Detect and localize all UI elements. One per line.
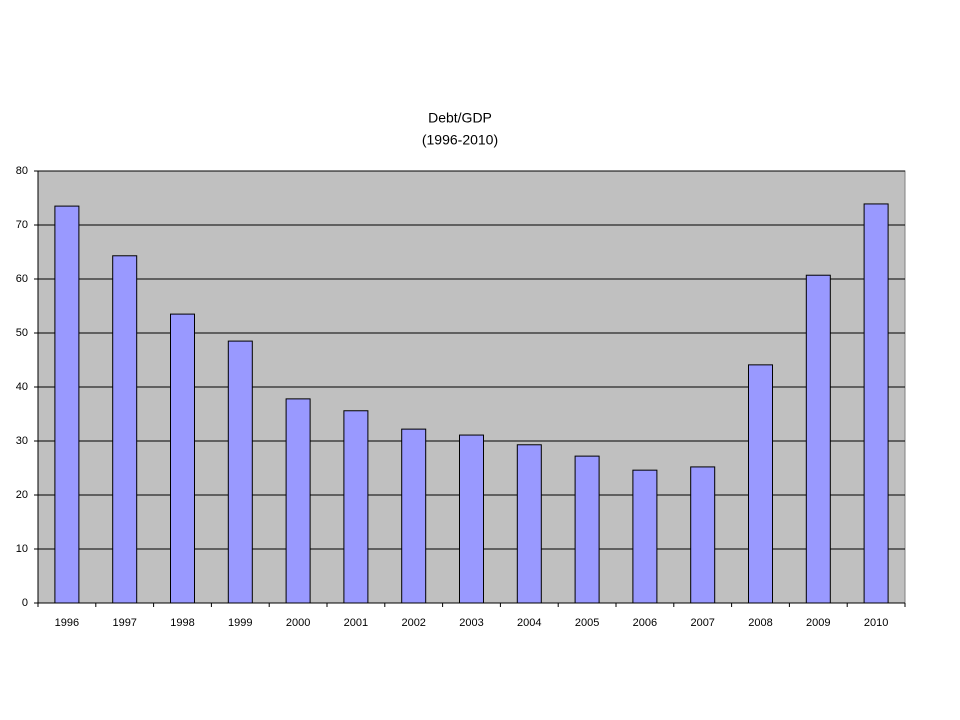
x-tick-label: 2005	[575, 617, 599, 629]
bar	[805, 274, 831, 604]
bar	[54, 205, 80, 604]
x-tick-label: 1996	[55, 617, 79, 629]
y-tick-label: 80	[16, 165, 28, 177]
x-tick-label: 2006	[633, 617, 657, 629]
x-tick-label: 2008	[748, 617, 772, 629]
chart-subtitle: (1996-2010)	[422, 132, 498, 148]
y-tick-label: 50	[16, 327, 28, 339]
x-tick-label: 2003	[459, 617, 483, 629]
y-tick-label: 10	[16, 543, 28, 555]
x-tick-label: 2001	[344, 617, 368, 629]
x-tick-label: 2010	[864, 617, 888, 629]
x-tick-label: 2007	[690, 617, 714, 629]
bar	[748, 364, 773, 604]
bar	[459, 434, 484, 604]
bar	[401, 428, 427, 604]
bar	[227, 340, 253, 604]
x-tick-label: 2009	[806, 617, 830, 629]
y-tick-label: 30	[16, 435, 28, 447]
x-tick-label: 2002	[401, 617, 425, 629]
y-tick-label: 70	[16, 219, 28, 231]
bar	[112, 255, 138, 604]
bar	[632, 469, 658, 604]
chart-title: Debt/GDP	[428, 110, 492, 126]
bar	[516, 444, 542, 604]
y-tick-label: 20	[16, 489, 28, 501]
bar	[863, 203, 889, 604]
bar	[574, 455, 600, 604]
bar	[170, 313, 195, 604]
y-tick-label: 60	[16, 273, 28, 285]
x-tick-label: 1999	[228, 617, 252, 629]
y-tick-label: 0	[22, 597, 28, 609]
y-tick-label: 40	[16, 381, 28, 393]
x-tick-label: 2004	[517, 617, 541, 629]
x-tick-label: 2000	[286, 617, 310, 629]
bar	[285, 398, 311, 604]
x-tick-label: 1997	[112, 617, 136, 629]
bar	[343, 410, 369, 604]
x-tick-label: 1998	[170, 617, 194, 629]
bar	[690, 466, 716, 604]
